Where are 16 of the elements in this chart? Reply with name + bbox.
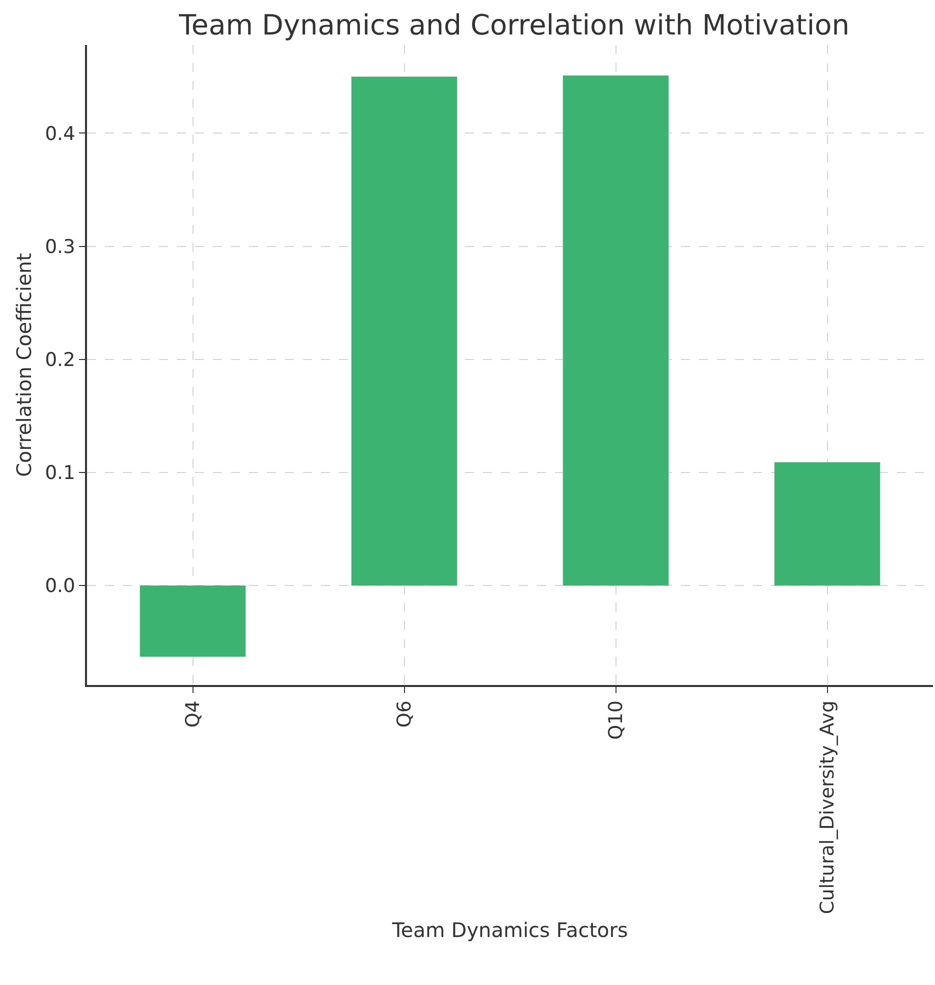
bar (774, 462, 880, 586)
bar (351, 76, 458, 586)
x-tick-label: Q6 (393, 700, 416, 728)
chart-title: Team Dynamics and Correlation with Motivation (178, 8, 850, 42)
bar (562, 76, 669, 586)
x-tick-label: Q10 (604, 700, 627, 740)
x-tick-label: Q4 (182, 700, 204, 728)
y-tick-label: 0.0 (44, 575, 76, 598)
y-tick-label: 0.4 (44, 122, 76, 145)
y-tick-label: 0.2 (44, 349, 76, 371)
y-tick-label: 0.3 (44, 236, 76, 258)
x-axis-title: Team Dynamics Factors (391, 918, 628, 942)
y-axis-title: Correlation Coefficient (12, 252, 36, 477)
bar (140, 585, 246, 657)
y-tick-label: 0.1 (44, 462, 76, 484)
x-tick-label: Cultural_Diversity_Avg (816, 700, 838, 914)
